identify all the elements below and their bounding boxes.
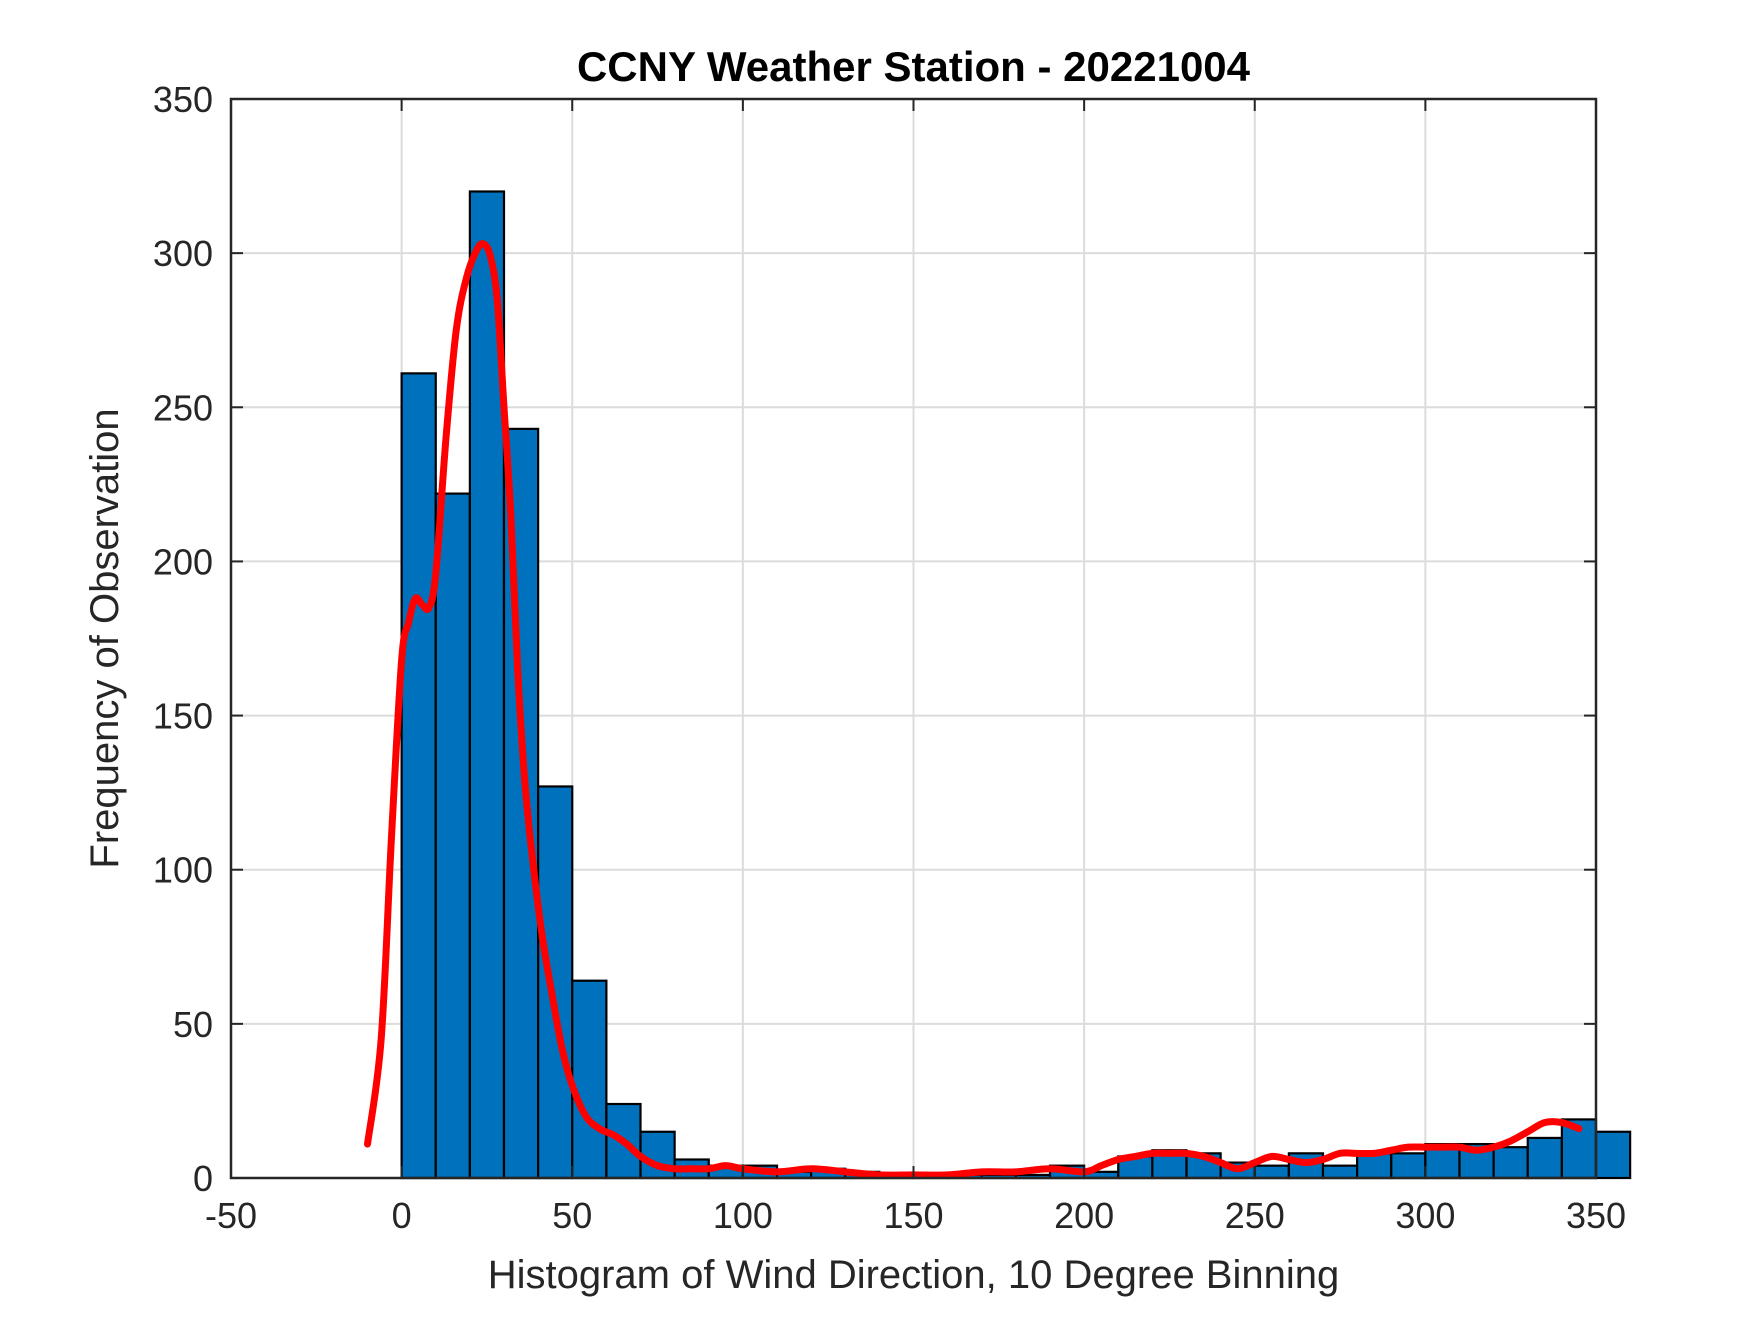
histogram-bar xyxy=(1253,1164,1290,1180)
histogram-bar xyxy=(434,492,471,1180)
histogram-bar xyxy=(1594,1130,1632,1180)
x-tick-label: 250 xyxy=(1225,1195,1285,1236)
histogram-bar xyxy=(1492,1146,1529,1180)
x-tick-label: 50 xyxy=(552,1195,592,1236)
histogram-bar xyxy=(1321,1164,1359,1180)
x-tick-label: 100 xyxy=(713,1195,773,1236)
x-axis-label: Histogram of Wind Direction, 10 Degree B… xyxy=(488,1253,1340,1297)
x-tick-label: 350 xyxy=(1566,1195,1626,1236)
chart-title: CCNY Weather Station - 20221004 xyxy=(577,43,1251,90)
histogram-bar xyxy=(571,979,608,1180)
y-tick-label: 200 xyxy=(153,541,213,582)
histogram-bar xyxy=(1356,1152,1393,1180)
y-tick-label: 300 xyxy=(153,233,213,274)
y-axis-label: Frequency of Observation xyxy=(83,408,127,868)
x-tick-label: 200 xyxy=(1054,1195,1114,1236)
ticks-layer: -50 0 50 100 150 200 250 300 3500501001502002503… xyxy=(153,79,1626,1236)
y-tick-label: 0 xyxy=(193,1158,213,1199)
y-tick-label: 350 xyxy=(153,79,213,120)
y-tick-label: 100 xyxy=(153,850,213,891)
histogram-bar xyxy=(537,785,574,1180)
histogram-bar xyxy=(400,372,437,1180)
x-tick-label: -50 xyxy=(205,1195,257,1236)
bars-layer xyxy=(400,190,1632,1180)
x-tick-label: 300 xyxy=(1395,1195,1455,1236)
x-tick-label: 0 xyxy=(392,1195,412,1236)
histogram-bar xyxy=(1526,1136,1563,1180)
y-tick-label: 250 xyxy=(153,387,213,428)
histogram-bar xyxy=(1390,1152,1427,1180)
y-tick-label: 150 xyxy=(153,696,213,737)
y-tick-label: 50 xyxy=(173,1004,213,1045)
x-tick-label: 150 xyxy=(883,1195,943,1236)
